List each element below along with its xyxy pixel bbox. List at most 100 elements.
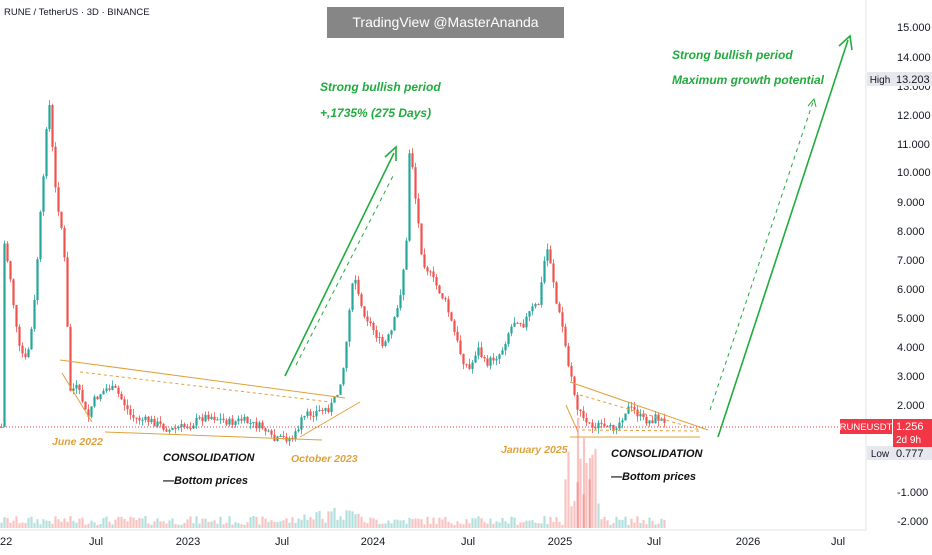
volume-bar	[144, 516, 147, 528]
candle-body	[123, 399, 126, 406]
candle-body	[588, 422, 591, 424]
volume-bar	[315, 512, 318, 528]
price-tick-label: 14.000	[897, 52, 931, 64]
volume-bar	[648, 517, 651, 528]
last-price-symbol-box	[840, 419, 892, 434]
candle-body	[372, 322, 375, 331]
volume-bar	[222, 524, 225, 528]
candle-body	[201, 417, 204, 422]
volume-bar	[567, 451, 570, 528]
volume-bar	[360, 516, 363, 528]
triangle-2-base-dash	[581, 429, 701, 432]
volume-bar	[396, 519, 399, 528]
volume-bar	[216, 523, 219, 528]
time-tick-label: Jul	[461, 536, 475, 548]
candle-body	[57, 187, 60, 212]
candle-body	[180, 424, 183, 427]
candle-body	[21, 345, 24, 354]
candle-body	[261, 422, 264, 429]
candle-body	[408, 153, 411, 241]
annotation-consolidation-2: CONSOLIDATION	[611, 448, 704, 460]
candle-body	[423, 254, 426, 268]
volume-bars	[0, 418, 666, 528]
volume-bar	[249, 517, 252, 528]
volume-bar	[480, 518, 483, 528]
volume-bar	[600, 519, 603, 528]
candle-body	[564, 326, 567, 347]
candle-body	[612, 424, 615, 430]
volume-bar	[312, 519, 315, 528]
volume-bar	[543, 516, 546, 528]
volume-bar	[72, 520, 75, 528]
candle-body	[6, 243, 9, 262]
volume-bar	[576, 418, 580, 528]
candle-body	[579, 409, 582, 411]
candle-body	[582, 410, 585, 419]
volume-bar	[111, 524, 114, 528]
volume-bar	[51, 523, 54, 528]
time-axis[interactable]: 2022 Jul 2023 Jul 2024 Jul 2025 Jul 2026 Jul	[0, 529, 866, 548]
candle-body	[45, 129, 48, 177]
bullish-arrow-1-head	[384, 145, 397, 161]
volume-bar	[171, 518, 174, 528]
volume-bar	[453, 524, 456, 528]
candle-body	[486, 358, 489, 366]
price-tick-label: 7.000	[897, 255, 925, 267]
volume-bar	[489, 518, 492, 528]
candle-body	[108, 388, 111, 390]
volume-bar	[621, 519, 624, 528]
annotation-october-2023: October 2023	[291, 453, 358, 465]
candle-body	[327, 408, 330, 413]
volume-bar	[651, 520, 654, 528]
candle-body	[297, 429, 300, 432]
volume-bar	[606, 520, 609, 528]
candle-body	[66, 257, 69, 327]
volume-bar	[276, 522, 279, 528]
candle-body	[93, 396, 96, 407]
volume-bar	[159, 521, 162, 528]
candle-body	[30, 328, 33, 350]
volume-bar	[285, 518, 288, 528]
candle-body	[249, 422, 252, 424]
candle-body	[660, 418, 663, 421]
volume-bar	[588, 458, 592, 528]
high-label: High	[870, 75, 891, 86]
candle-body	[492, 357, 495, 361]
bullish-arrow-2	[717, 39, 849, 438]
price-tick-label: -1.000	[897, 487, 928, 499]
volume-bar	[6, 517, 9, 528]
candle-body	[303, 415, 306, 418]
candle-body	[9, 261, 12, 280]
candle-body	[360, 294, 363, 307]
candle-body	[192, 425, 195, 429]
volume-bar	[486, 523, 489, 528]
volume-bar	[531, 520, 534, 528]
time-tick-label: 2026	[736, 536, 760, 548]
volume-bar	[432, 517, 435, 528]
bullish-arrow-2-dashed-head	[807, 97, 817, 108]
candle-body	[12, 279, 15, 306]
candle-body	[189, 427, 192, 429]
candle-body	[210, 416, 213, 420]
volume-bar	[555, 517, 558, 528]
volume-bar	[429, 523, 432, 528]
candle-body	[339, 384, 342, 395]
volume-bar	[78, 518, 81, 528]
candle-body	[462, 353, 465, 365]
candle-body	[132, 414, 135, 418]
price-axis[interactable]: 15.00014.00013.00012.00011.00010.0009.00…	[840, 0, 932, 530]
candle-body	[555, 282, 558, 304]
candle-body	[378, 337, 381, 339]
volume-bar	[165, 523, 168, 528]
candle-body	[114, 385, 117, 388]
candle-body	[630, 406, 633, 408]
volume-bar	[549, 517, 552, 528]
candle-body	[663, 418, 666, 423]
candle-body	[309, 411, 312, 416]
volume-bar	[552, 521, 555, 528]
volume-bar	[258, 524, 261, 528]
candle-body	[471, 362, 474, 369]
volume-bar	[468, 523, 471, 528]
candle-body	[159, 421, 162, 424]
